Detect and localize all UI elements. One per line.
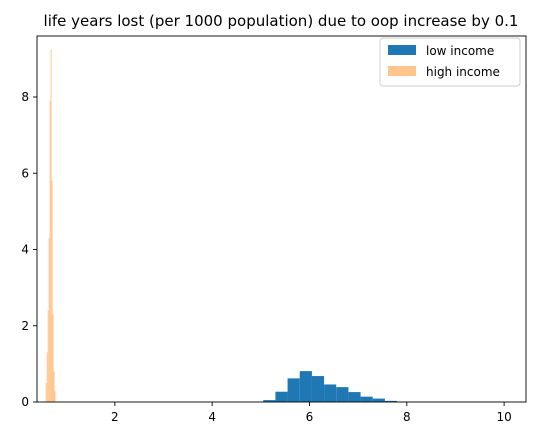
x-tick-label: 4 [208,410,216,424]
bar-series-1-bin-2 [48,311,49,403]
bar-series-1-bin-3 [49,238,50,402]
chart-title: life years lost (per 1000 population) du… [44,12,519,30]
bar-series-1-bin-1 [47,352,48,402]
bar-series-1-bin-5 [51,49,52,402]
x-tick-label: 2 [111,410,119,424]
bar-series-0-bin-1 [275,392,287,402]
legend-swatch [388,66,416,76]
legend: low income high income [380,38,520,86]
y-tick-label: 6 [21,166,29,180]
bar-series-1-bin-0 [46,383,47,402]
bar-series-1-bin-4 [50,101,51,402]
plot-frame [37,36,526,402]
x-tick-label: 10 [496,410,511,424]
y-tick-label: 2 [21,319,29,333]
axes-layer: 2 4 6 8 10 0 2 4 6 8 [21,36,526,424]
bar-series-0-bin-7 [348,392,360,402]
series-0-bars [263,371,504,402]
x-tick-label: 8 [403,410,411,424]
bar-series-0-bin-4 [312,376,324,402]
bar-series-1-bin-9 [55,391,56,402]
x-tick-label: 6 [306,410,314,424]
bar-series-0-bin-6 [336,387,348,402]
y-tick-label: 8 [21,90,29,104]
bar-series-1-bin-7 [53,314,54,402]
legend-swatch [388,45,416,55]
bars-layer [46,49,504,402]
bar-series-0-bin-8 [361,397,373,402]
bar-series-0-bin-9 [373,399,385,402]
bar-series-1-bin-6 [52,181,53,402]
bar-series-0-bin-3 [300,371,312,402]
y-tick-label: 0 [21,395,29,409]
bar-series-0-bin-2 [288,378,300,402]
y-tick-label: 4 [21,243,29,257]
legend-label: low income [426,44,494,58]
legend-label: high income [426,65,500,79]
series-1-bars [46,49,56,402]
bar-series-0-bin-5 [324,384,336,402]
bar-series-1-bin-8 [54,372,55,403]
